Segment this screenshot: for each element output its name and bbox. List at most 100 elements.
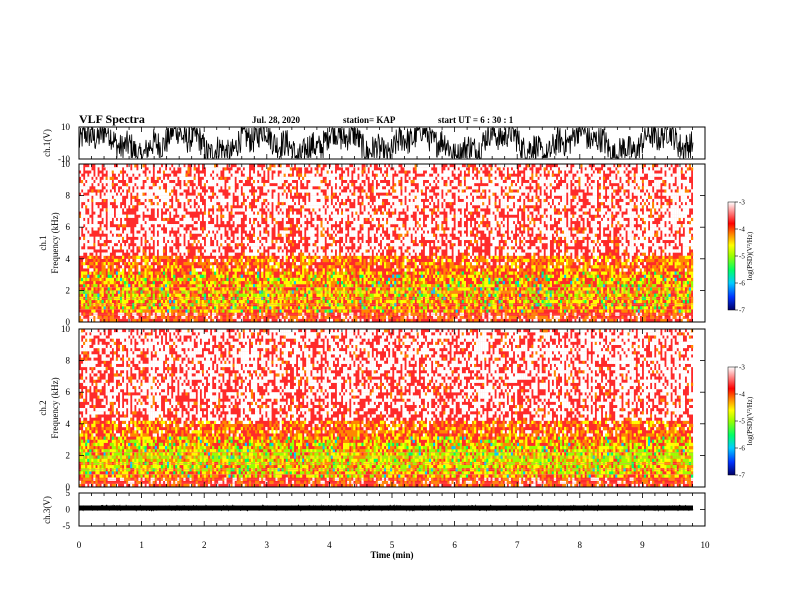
spectrogram-cell <box>171 268 174 272</box>
spectrogram-cell <box>222 249 225 253</box>
spectrogram-cell <box>396 252 399 256</box>
spectrogram-cell <box>377 236 381 241</box>
spectrogram-cell <box>277 265 280 269</box>
spectrogram-cell <box>177 255 180 259</box>
spectrogram-cell <box>189 258 192 263</box>
spectrogram-cell <box>85 230 88 234</box>
spectrogram-cell <box>242 265 245 269</box>
spectrogram-cell <box>353 268 356 272</box>
spectrogram-cell <box>381 309 385 313</box>
spectrogram-cell <box>130 268 133 272</box>
spectrogram-cell <box>287 284 291 288</box>
spectrogram-cell <box>117 192 121 196</box>
spectrogram-cell <box>265 170 268 174</box>
spectrogram-cell <box>322 280 325 285</box>
spectrogram-cell <box>164 299 168 304</box>
spectrogram-cell <box>167 214 170 218</box>
spectrogram-cell <box>244 299 248 304</box>
spectrogram-cell <box>134 280 137 285</box>
spectrogram-cell <box>154 220 157 225</box>
spectrogram-cell <box>230 220 233 225</box>
spectrogram-cell <box>269 198 272 203</box>
spectrogram-cell <box>164 287 168 291</box>
spectrogram-cell <box>291 280 295 285</box>
spectrogram-cell <box>226 211 229 215</box>
spectrogram-cell <box>93 280 96 285</box>
spectrogram-cell <box>285 233 288 237</box>
spectrogram-cell <box>320 195 323 199</box>
spectrogram-cell <box>222 243 225 247</box>
spectrogram-cell <box>357 224 360 228</box>
spectrogram-cell <box>310 182 313 187</box>
spectrogram-cell <box>386 284 389 288</box>
spectrogram-cell <box>138 252 141 256</box>
spectrogram-cell <box>134 258 137 263</box>
spectrogram-cell <box>394 198 397 203</box>
spectrogram-cell <box>404 233 407 237</box>
spectrogram-cell <box>334 293 338 297</box>
spectrogram-cell <box>191 318 194 323</box>
spectrogram-cell <box>406 211 409 215</box>
spectrogram-cell <box>160 170 164 174</box>
spectrogram-cell <box>410 224 413 228</box>
ch1-waveform-line <box>78 126 694 160</box>
spectrogram-cell <box>117 170 121 174</box>
spectrogram-cell <box>334 271 338 275</box>
spectrogram-cell <box>277 318 280 323</box>
spectrogram-cell <box>171 309 174 313</box>
spectrogram-cell <box>410 243 413 247</box>
spectrogram-cell <box>330 239 333 244</box>
spectrogram-cell <box>400 261 403 266</box>
spectrogram-cell <box>136 255 139 259</box>
spectrogram-cell <box>189 318 192 323</box>
spectrogram-cell <box>326 274 329 278</box>
spectrogram-cell <box>338 208 342 212</box>
spectrogram-cell <box>269 271 272 275</box>
spectrogram-cell <box>177 217 180 222</box>
spectrogram-cell <box>195 217 198 222</box>
spectrogram-cell <box>308 318 311 323</box>
spectrogram-cell <box>195 198 198 203</box>
spectrogram-cell <box>287 176 291 180</box>
spectrogram-cell <box>103 195 106 199</box>
spectrogram-cell <box>121 309 125 313</box>
spectrogram-cell <box>101 293 104 297</box>
spectrogram-cell <box>283 230 286 234</box>
spectrogram-cell <box>408 195 411 199</box>
spectrogram-cell <box>148 220 151 225</box>
spectrogram-cell <box>398 287 401 291</box>
spectrogram-cell <box>201 249 205 253</box>
spectrogram-cell <box>169 239 172 244</box>
spectrogram-cell <box>91 239 94 244</box>
spectrogram-cell <box>273 208 276 212</box>
spectrogram-cell <box>181 186 184 190</box>
spectrogram-cell <box>285 299 288 304</box>
spectrogram-cell <box>273 217 276 222</box>
spectrogram-cell <box>154 186 157 190</box>
spectrogram-cell <box>140 195 143 199</box>
spectrogram-cell <box>124 233 127 237</box>
spectrogram-cell <box>283 176 286 180</box>
spectrogram-cell <box>130 252 133 256</box>
spectrogram-cell <box>154 309 157 313</box>
spectrogram-cell <box>81 195 84 199</box>
spectrogram-cell <box>326 315 329 320</box>
spectrogram-cell <box>138 211 141 215</box>
spectrogram-cell <box>316 255 319 259</box>
spectrogram-cell <box>259 205 262 209</box>
spectrogram-cell <box>314 176 317 180</box>
spectrogram-cell <box>379 230 383 234</box>
spectrogram-cell <box>109 179 112 184</box>
spectrogram-cell <box>212 192 215 196</box>
spectrogram-cell <box>269 265 272 269</box>
spectrogram-cell <box>244 239 248 244</box>
spectrogram-cell <box>308 189 311 193</box>
spectrogram-cell <box>205 249 209 253</box>
spectrogram-cell <box>383 258 387 263</box>
spectrogram-cell <box>343 306 346 310</box>
spectrogram-cell <box>349 192 352 196</box>
spectrogram-cell <box>279 315 282 320</box>
spectrogram-cell <box>324 284 327 288</box>
spectrogram-cell <box>302 258 305 263</box>
spectrogram-cell <box>203 230 207 234</box>
